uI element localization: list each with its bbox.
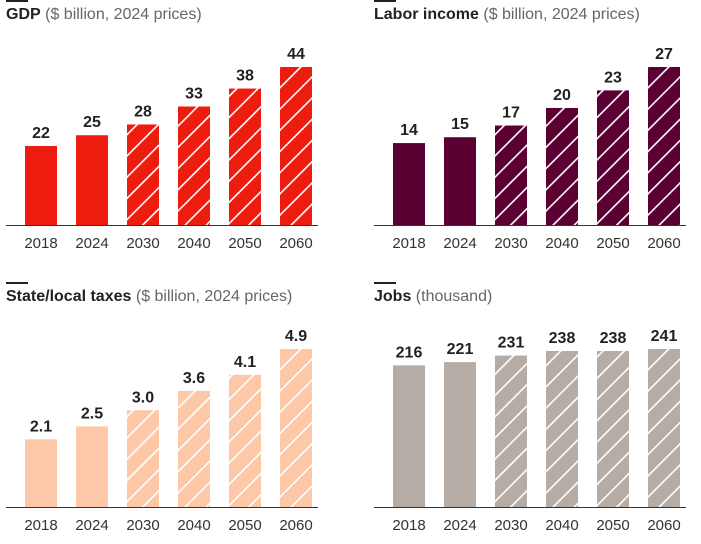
x-tick-label: 2024 bbox=[443, 517, 476, 534]
x-tick-label: 2030 bbox=[494, 517, 527, 534]
x-tick-label: 2050 bbox=[228, 517, 261, 534]
x-tick-label: 2040 bbox=[177, 517, 210, 534]
x-tick-label: 2060 bbox=[279, 517, 312, 534]
gdp-plot: 22 2018 25 2024 28 2030 33 2040 38 2050 44 2060 bbox=[6, 46, 318, 252]
bar-2030 bbox=[495, 125, 527, 225]
x-tick-label: 2024 bbox=[75, 517, 108, 534]
value-label: 3.6 bbox=[183, 370, 205, 387]
value-label: 17 bbox=[502, 105, 520, 122]
labor-income-plot: 14 2018 15 2024 17 2030 20 2040 23 2050 27 2060 bbox=[374, 46, 686, 252]
x-tick-label: 2030 bbox=[126, 517, 159, 534]
value-label: 4.1 bbox=[234, 354, 256, 371]
jobs-plot: 216 2018 221 2024 231 2030 238 2040 238 2050 241 20… bbox=[374, 328, 686, 534]
x-tick-label: 2040 bbox=[177, 235, 210, 252]
bar-2040 bbox=[546, 350, 578, 507]
value-label: 231 bbox=[498, 335, 525, 352]
value-label: 25 bbox=[83, 114, 101, 131]
chart-title-main: GDP bbox=[6, 6, 41, 23]
value-label: 238 bbox=[549, 330, 576, 347]
value-label: 27 bbox=[655, 46, 673, 63]
value-label: 33 bbox=[185, 86, 203, 103]
x-tick-label: 2018 bbox=[24, 235, 57, 252]
x-tick-label: 2050 bbox=[596, 517, 629, 534]
value-label: 38 bbox=[236, 68, 254, 85]
bar-2050 bbox=[229, 88, 261, 225]
value-label: 241 bbox=[651, 328, 678, 345]
value-label: 44 bbox=[287, 46, 305, 63]
bar-2030 bbox=[495, 355, 527, 507]
value-label: 2.5 bbox=[81, 405, 103, 422]
bar-2024 bbox=[444, 137, 476, 225]
value-label: 216 bbox=[396, 344, 423, 361]
chart-subtitle: (thousand) bbox=[415, 288, 493, 305]
value-label: 3.0 bbox=[132, 389, 154, 406]
chart-title-main: Jobs bbox=[374, 288, 412, 305]
title-rule bbox=[6, 282, 28, 284]
value-label: 238 bbox=[600, 330, 627, 347]
value-label: 20 bbox=[553, 87, 571, 104]
chart-subtitle: ($ billion, 2024 prices) bbox=[483, 6, 640, 23]
chart-subtitle: ($ billion, 2024 prices) bbox=[135, 288, 293, 305]
x-tick-label: 2040 bbox=[545, 517, 578, 534]
bar-2024 bbox=[76, 426, 108, 507]
value-label: 2.1 bbox=[30, 418, 52, 435]
bar-2040 bbox=[178, 106, 210, 225]
chart-subtitle: ($ billion, 2024 prices) bbox=[45, 6, 202, 23]
x-tick-label: 2060 bbox=[647, 235, 680, 252]
bar-2060 bbox=[648, 349, 680, 507]
title-rule bbox=[374, 282, 396, 284]
x-tick-label: 2024 bbox=[443, 235, 476, 252]
x-tick-label: 2018 bbox=[392, 517, 425, 534]
title-rule bbox=[374, 0, 396, 2]
value-label: 15 bbox=[451, 116, 469, 133]
labor-income-chart: Labor income ($ billion, 2024 prices) 14… bbox=[374, 0, 701, 262]
chart-title: GDP ($ billion, 2024 prices) bbox=[6, 6, 202, 24]
bar-2018 bbox=[25, 439, 57, 507]
bar-2040 bbox=[546, 107, 578, 225]
bar-2024 bbox=[76, 135, 108, 225]
x-tick-label: 2030 bbox=[126, 235, 159, 252]
bar-2018 bbox=[393, 365, 425, 507]
chart-title: Jobs (thousand) bbox=[374, 288, 492, 306]
bar-2024 bbox=[444, 362, 476, 507]
x-tick-label: 2018 bbox=[24, 517, 57, 534]
bar-2018 bbox=[393, 143, 425, 225]
x-tick-label: 2060 bbox=[279, 235, 312, 252]
x-tick-label: 2050 bbox=[596, 235, 629, 252]
jobs-chart: Jobs (thousand) 216 2018 221 2024 231 2030 238… bbox=[374, 282, 701, 544]
x-tick-label: 2060 bbox=[647, 517, 680, 534]
value-label: 4.9 bbox=[285, 328, 307, 345]
x-tick-label: 2024 bbox=[75, 235, 108, 252]
bar-2030 bbox=[127, 410, 159, 507]
bar-2040 bbox=[178, 390, 210, 507]
value-label: 22 bbox=[32, 125, 50, 142]
bar-2018 bbox=[25, 146, 57, 225]
state-local-taxes-plot: 2.1 2018 2.5 2024 3.0 2030 3.6 2040 4.1 2050 4.9 20… bbox=[6, 328, 318, 534]
chart-title-main: Labor income bbox=[374, 6, 479, 23]
bar-2050 bbox=[229, 374, 261, 507]
value-label: 14 bbox=[400, 122, 418, 139]
gdp-chart: GDP ($ billion, 2024 prices) 22 2018 25 202… bbox=[6, 0, 336, 262]
title-rule bbox=[6, 0, 28, 2]
bar-2050 bbox=[597, 90, 629, 225]
bar-2030 bbox=[127, 124, 159, 225]
state-local-taxes-chart: State/local taxes ($ billion, 2024 price… bbox=[6, 282, 336, 544]
bar-2060 bbox=[280, 67, 312, 225]
x-tick-label: 2030 bbox=[494, 235, 527, 252]
x-tick-label: 2050 bbox=[228, 235, 261, 252]
value-label: 28 bbox=[134, 103, 152, 120]
value-label: 221 bbox=[447, 341, 474, 358]
bar-2050 bbox=[597, 350, 629, 507]
bar-2060 bbox=[280, 349, 312, 507]
bar-2060 bbox=[648, 67, 680, 225]
chart-title: Labor income ($ billion, 2024 prices) bbox=[374, 6, 640, 24]
value-label: 23 bbox=[604, 69, 622, 86]
chart-title: State/local taxes ($ billion, 2024 price… bbox=[6, 288, 292, 306]
x-tick-label: 2040 bbox=[545, 235, 578, 252]
chart-title-main: State/local taxes bbox=[6, 288, 132, 305]
x-tick-label: 2018 bbox=[392, 235, 425, 252]
